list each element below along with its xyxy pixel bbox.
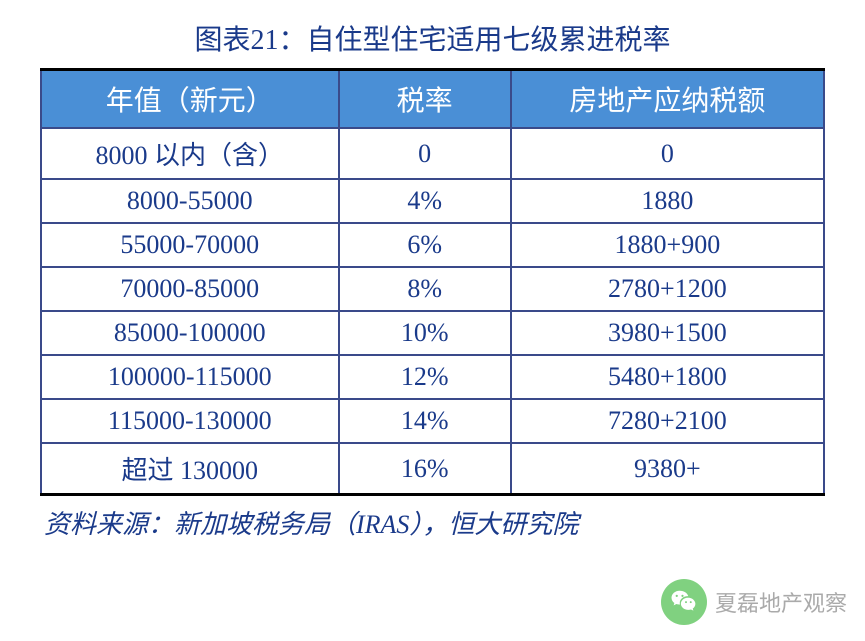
table-body: 8000 以内（含） 0 0 8000-55000 4% 1880 55000-… [41, 128, 824, 495]
cell-tax: 1880 [511, 179, 824, 223]
watermark: 夏磊地产观察 [661, 579, 847, 625]
table-row: 8000-55000 4% 1880 [41, 179, 824, 223]
tax-table: 年值（新元） 税率 房地产应纳税额 8000 以内（含） 0 0 8000-55… [40, 68, 825, 496]
table-row: 100000-115000 12% 5480+1800 [41, 355, 824, 399]
cell-rate: 16% [339, 443, 511, 495]
watermark-text: 夏磊地产观察 [715, 586, 847, 618]
cell-tax: 1880+900 [511, 223, 824, 267]
cell-annual-value: 70000-85000 [41, 267, 339, 311]
table-row: 8000 以内（含） 0 0 [41, 128, 824, 179]
table-row: 超过 130000 16% 9380+ [41, 443, 824, 495]
col-header-annual-value: 年值（新元） [41, 70, 339, 129]
cell-rate: 8% [339, 267, 511, 311]
cell-rate: 10% [339, 311, 511, 355]
cell-rate: 14% [339, 399, 511, 443]
cell-tax: 2780+1200 [511, 267, 824, 311]
table-header-row: 年值（新元） 税率 房地产应纳税额 [41, 70, 824, 129]
table-row: 70000-85000 8% 2780+1200 [41, 267, 824, 311]
cell-tax: 7280+2100 [511, 399, 824, 443]
col-header-tax-payable: 房地产应纳税额 [511, 70, 824, 129]
cell-annual-value: 85000-100000 [41, 311, 339, 355]
cell-annual-value: 115000-130000 [41, 399, 339, 443]
table-row: 85000-100000 10% 3980+1500 [41, 311, 824, 355]
table-row: 55000-70000 6% 1880+900 [41, 223, 824, 267]
cell-annual-value: 超过 130000 [41, 443, 339, 495]
cell-tax: 9380+ [511, 443, 824, 495]
cell-annual-value: 55000-70000 [41, 223, 339, 267]
source-text: 资料来源：新加坡税务局（IRAS），恒大研究院 [40, 504, 825, 541]
cell-annual-value: 8000 以内（含） [41, 128, 339, 179]
table-row: 115000-130000 14% 7280+2100 [41, 399, 824, 443]
wechat-icon [661, 579, 707, 625]
col-header-rate: 税率 [339, 70, 511, 129]
cell-rate: 12% [339, 355, 511, 399]
cell-tax: 0 [511, 128, 824, 179]
chart-title: 图表21：自住型住宅适用七级累进税率 [40, 18, 825, 58]
cell-tax: 3980+1500 [511, 311, 824, 355]
cell-rate: 0 [339, 128, 511, 179]
cell-tax: 5480+1800 [511, 355, 824, 399]
cell-rate: 4% [339, 179, 511, 223]
cell-annual-value: 100000-115000 [41, 355, 339, 399]
cell-annual-value: 8000-55000 [41, 179, 339, 223]
cell-rate: 6% [339, 223, 511, 267]
